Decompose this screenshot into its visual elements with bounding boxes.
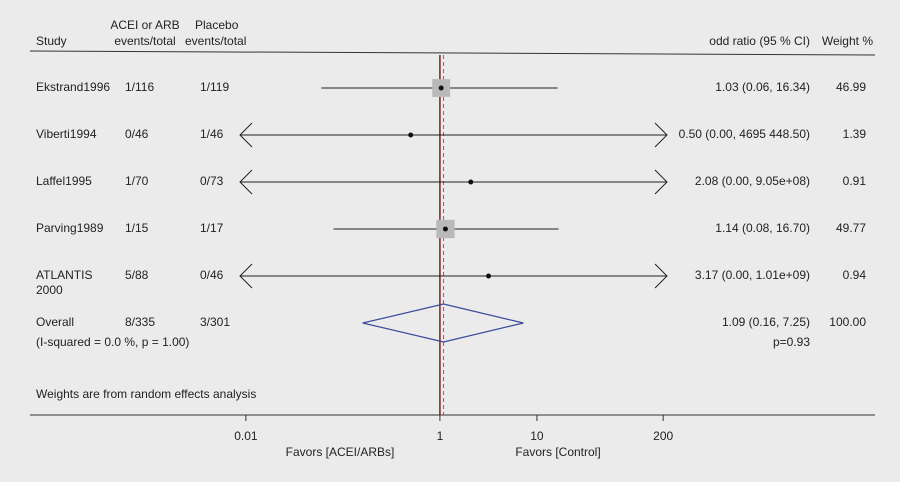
point-estimate [438,85,444,91]
overall-p: p=0.93 [773,335,810,349]
study-name-box: Laffel1995 [36,174,92,188]
control-events: 1/46 [200,127,224,141]
x-tick-label: 200 [653,429,673,443]
effect-label: 1.03 (0.06, 16.34) [715,80,810,94]
treatment-events: 1/116 [125,80,154,94]
x-tick-label: 1 [437,429,444,443]
weight: 1.39 [843,127,867,141]
header-treatment: events/total [114,34,175,48]
control-events: 3/301 [200,315,230,329]
point-estimate [486,273,492,279]
weight: 0.94 [843,268,867,282]
treatment-events: 0/46 [125,127,149,141]
point-estimate [408,132,414,138]
study-name: ATLANTIS 2000 [36,268,93,297]
study-name-box: Viberti1994 [36,127,97,141]
header-control: Placebo [195,18,239,32]
ci-arrow-right [654,122,668,148]
study-name-box: Ekstrand1996 [36,80,111,94]
point-estimate [442,226,448,232]
effect-label: 0.50 (0.00, 4695 448.50) [679,127,810,141]
header-effect: odd ratio (95 % CI) [709,34,810,48]
weight: 0.91 [843,174,867,188]
weight: 46.99 [836,80,866,94]
ci-arrow-right [654,263,668,289]
x-tick-label: 0.01 [234,429,258,443]
effect-label: 1.14 (0.08, 16.70) [715,221,810,235]
study-name-box: ATLANTIS 2000 [36,268,93,297]
study-name: Viberti1994 [36,127,97,141]
header-weight: Weight % [822,34,873,48]
header-control: events/total [185,34,246,48]
weight: 49.77 [836,221,866,235]
favors-right: Favors [Control] [515,445,600,459]
treatment-events: 5/88 [125,268,149,282]
header-treatment: ACEI or ARB [110,18,179,32]
control-events: 1/119 [200,80,229,94]
heterogeneity: (I-squared = 0.0 %, p = 1.00) [36,335,189,349]
overall-weight: 100.00 [829,315,866,329]
control-events: 0/46 [200,268,224,282]
study-name: Ekstrand1996 [36,80,111,94]
ci-arrow-left [239,122,253,148]
x-tick-label: 10 [530,429,544,443]
header-study: Study [36,34,67,48]
effect-label: 2.08 (0.00, 9.05e+08) [695,174,810,188]
overall-diamond [362,303,524,343]
control-events: 0/73 [200,174,224,188]
effect-label: 3.17 (0.00, 1.01e+09) [695,268,810,282]
study-name: Laffel1995 [36,174,92,188]
ci-arrow-right [654,169,668,195]
ci-arrow-left [239,263,253,289]
study-name: Parving1989 [36,221,104,235]
note: Weights are from random effects analysis [36,387,256,401]
point-estimate [468,179,474,185]
treatment-events: 8/335 [125,315,155,329]
favors-left: Favors [ACEI/ARBs] [286,445,395,459]
control-events: 1/17 [200,221,224,235]
treatment-events: 1/15 [125,221,149,235]
effect-label: 1.09 (0.16, 7.25) [722,315,810,329]
header-rule [29,50,876,56]
ci-arrow-left [239,169,253,195]
study-name-box: Parving1989 [36,221,104,235]
treatment-events: 1/70 [125,174,149,188]
overall-name: Overall [36,315,74,329]
